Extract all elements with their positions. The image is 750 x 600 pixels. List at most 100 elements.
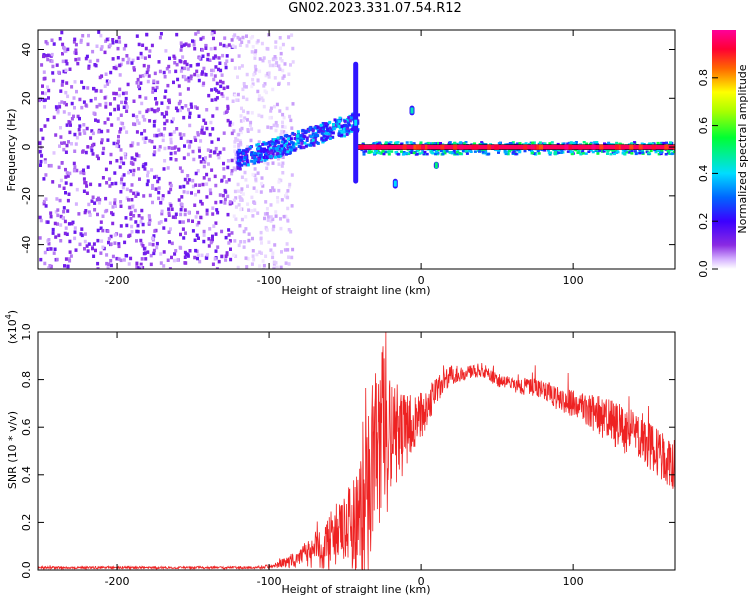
heatmap-cell	[261, 142, 265, 146]
heatmap-cell	[100, 140, 104, 145]
heatmap-cell	[91, 49, 95, 54]
heatmap-cell	[91, 152, 95, 156]
y-tick-label: 0	[20, 144, 33, 151]
heatmap-cell	[225, 59, 229, 63]
heatmap-cell	[285, 242, 289, 246]
heatmap-cell	[230, 58, 234, 62]
heatmap-cell	[44, 54, 48, 58]
heatmap-cell	[180, 44, 184, 49]
heatmap-cell	[439, 149, 443, 153]
heatmap-cell	[279, 217, 282, 221]
heatmap-cell	[342, 124, 346, 127]
heatmap-cell	[255, 158, 259, 161]
heatmap-cell	[347, 129, 351, 133]
heatmap-cell	[350, 129, 354, 133]
heatmap-cell	[233, 189, 237, 194]
heatmap-cell	[223, 197, 227, 202]
heatmap-cell	[136, 56, 140, 60]
heatmap-cell	[315, 140, 319, 144]
heatmap-cell	[152, 79, 156, 83]
heatmap-cell	[205, 126, 209, 131]
heatmap-cell	[214, 221, 218, 225]
heatmap-cell	[228, 120, 232, 125]
heatmap-cell	[290, 140, 294, 144]
heatmap-cell	[158, 133, 162, 137]
heatmap-cell	[543, 149, 547, 152]
heatmap-cell	[52, 151, 56, 155]
heatmap-cell	[400, 142, 404, 146]
heatmap-cell	[480, 141, 484, 144]
heatmap-cell	[273, 55, 277, 59]
heatmap-cell	[41, 91, 44, 95]
heatmap-cell	[246, 110, 250, 115]
heatmap-cell	[99, 33, 103, 38]
heatmap-cell	[196, 62, 200, 67]
heatmap-cell	[139, 265, 143, 269]
heatmap-cell	[238, 66, 241, 70]
heatmap-cell	[169, 137, 173, 142]
heatmap-cell	[109, 152, 113, 157]
heatmap-cell	[312, 143, 316, 147]
heatmap-cell	[357, 113, 360, 117]
heatmap-cell	[64, 167, 67, 172]
heatmap-cell	[310, 142, 314, 146]
heatmap-cell	[429, 150, 433, 153]
x-tick-label: 100	[563, 274, 584, 287]
heatmap-cell	[208, 188, 212, 192]
heatmap-cell	[42, 177, 46, 181]
heatmap-cell	[245, 97, 249, 102]
heatmap-cell	[481, 142, 485, 146]
heatmap-cell	[119, 127, 123, 131]
heatmap-cell	[148, 139, 152, 143]
heatmap-cell	[75, 168, 79, 173]
heatmap-cell	[364, 150, 368, 153]
heatmap-cell	[48, 264, 52, 268]
heatmap-cell	[268, 63, 272, 68]
heatmap-cell	[140, 131, 144, 136]
heatmap-cell	[196, 133, 200, 137]
heatmap-cell	[157, 190, 161, 195]
heatmap-cell	[182, 156, 186, 160]
heatmap-cell	[125, 223, 129, 228]
heatmap-cell	[141, 229, 145, 234]
heatmap-cell	[94, 248, 97, 253]
heatmap-cell	[62, 186, 66, 190]
heatmap-cell	[82, 129, 86, 133]
heatmap-cell	[105, 37, 109, 42]
heatmap-cell	[140, 55, 144, 59]
heatmap-cell	[157, 186, 161, 190]
heatmap-cell	[111, 221, 115, 226]
heatmap-cell	[74, 202, 78, 206]
heatmap-cell	[230, 131, 234, 136]
heatmap-cell	[268, 149, 272, 153]
heatmap-cell	[384, 141, 388, 144]
heatmap-cell	[160, 101, 164, 105]
heatmap-cell	[201, 54, 205, 58]
heatmap-cell	[109, 259, 113, 263]
heatmap-cell	[154, 97, 157, 101]
heatmap-cell	[113, 241, 117, 245]
heatmap-cell	[321, 122, 325, 125]
heatmap-cell	[253, 173, 257, 178]
heatmap-cell	[151, 183, 155, 188]
heatmap-cell	[113, 233, 117, 237]
heatmap-cell	[617, 144, 622, 150]
heatmap-cell	[515, 149, 519, 152]
heatmap-cell	[368, 151, 372, 154]
heatmap-cell	[98, 183, 102, 187]
x-tick-label: -100	[257, 575, 282, 588]
heatmap-cell	[215, 81, 219, 86]
heatmap-cell	[84, 209, 88, 213]
heatmap-cell	[216, 245, 220, 249]
heatmap-cell	[286, 206, 290, 211]
heatmap-cell	[220, 73, 224, 77]
heatmap-cell	[387, 153, 391, 156]
heatmap-cell	[246, 163, 250, 167]
heatmap-cell	[112, 66, 116, 70]
heatmap-cell	[197, 78, 201, 83]
heatmap-cell	[121, 91, 125, 96]
x-tick-label: 0	[418, 274, 425, 287]
heatmap-cell	[152, 109, 156, 113]
heatmap-cell	[285, 106, 289, 111]
